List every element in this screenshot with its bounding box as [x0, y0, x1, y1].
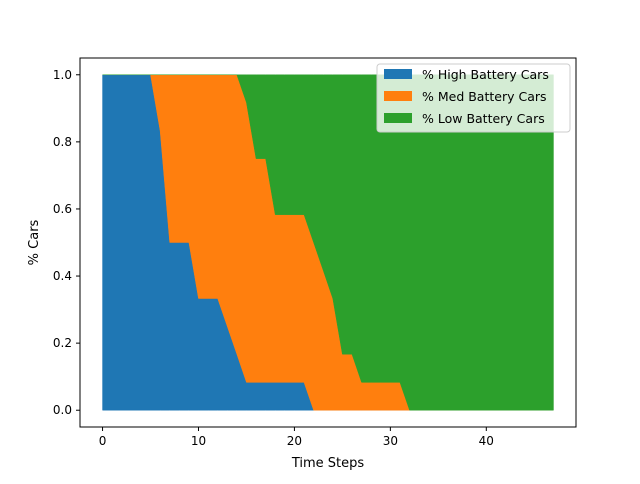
area-series-3 — [102, 74, 554, 411]
y-tick-label: 0.8 — [53, 135, 72, 149]
y-tick-label: 1.0 — [53, 68, 72, 82]
x-tick-label: 40 — [479, 434, 494, 448]
y-tick-label: 0.6 — [53, 202, 72, 216]
x-tick-label: 30 — [383, 434, 398, 448]
legend-swatch-low-battery — [384, 113, 412, 123]
plot-frame — [79, 57, 577, 428]
legend-label-med-battery: % Med Battery Cars — [422, 89, 547, 104]
legend-label-high-battery: % High Battery Cars — [422, 67, 549, 82]
x-axis-label: Time Steps — [291, 456, 365, 471]
y-tick-label: 0.4 — [53, 269, 72, 283]
x-tick-label: 20 — [287, 434, 302, 448]
y-axis-label: % Cars — [27, 219, 42, 265]
legend-box — [376, 63, 571, 133]
x-tick-label: 0 — [99, 434, 107, 448]
x-tick-label: 10 — [191, 434, 206, 448]
areas-layer — [102, 74, 554, 411]
legend-swatch-med-battery — [384, 91, 412, 101]
y-axis-ticks: 0.0 0.2 0.4 0.6 0.8 1.0 — [53, 68, 80, 417]
legend: % High Battery Cars % Med Battery Cars %… — [376, 63, 571, 133]
x-axis-ticks: 0 10 20 30 40 — [99, 427, 494, 448]
legend-swatch-high-battery — [384, 69, 412, 79]
legend-label-low-battery: % Low Battery Cars — [422, 111, 545, 126]
y-tick-label: 0.2 — [53, 336, 72, 350]
y-tick-label: 0.0 — [53, 403, 72, 417]
